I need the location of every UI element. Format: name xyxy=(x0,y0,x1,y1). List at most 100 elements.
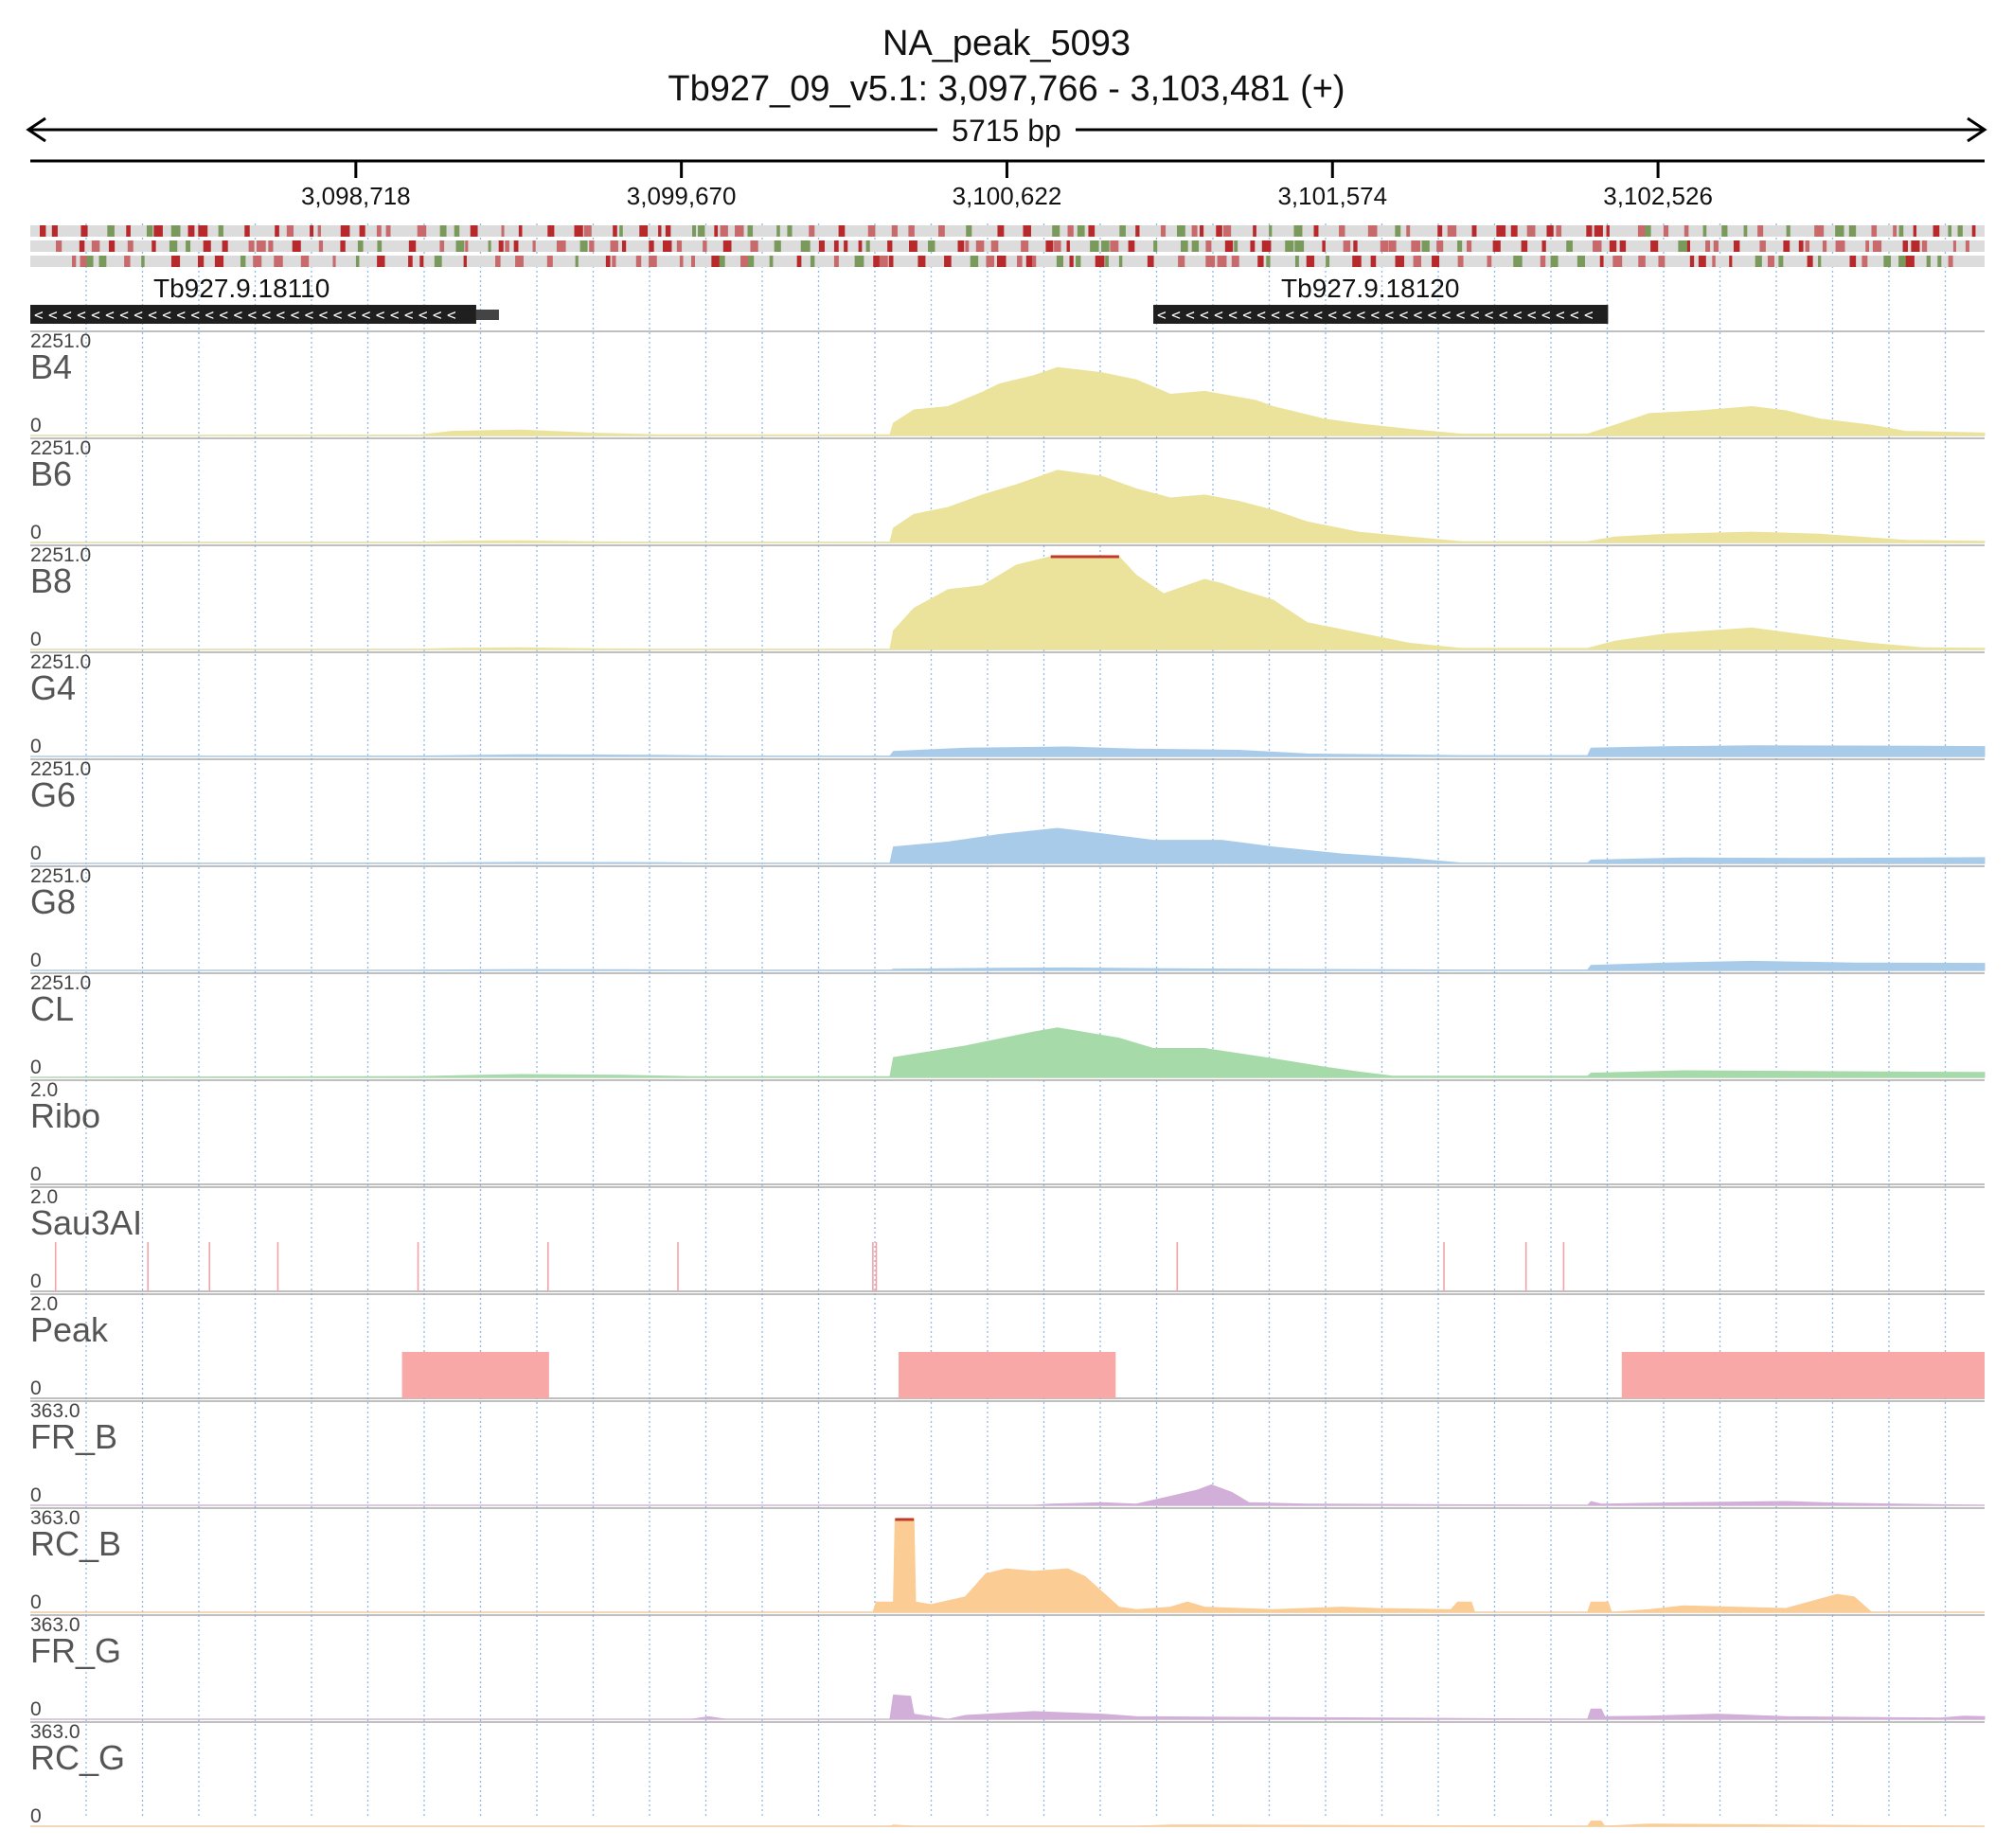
track-min-label: 0 xyxy=(30,1591,42,1613)
sequence-mark xyxy=(1805,240,1810,252)
sequence-mark xyxy=(1893,225,1897,237)
sequence-mark xyxy=(1076,256,1081,267)
sequence-mark xyxy=(1612,256,1623,267)
sequence-mark xyxy=(439,225,447,237)
sequence-mark xyxy=(1205,240,1212,252)
sequence-mark xyxy=(1948,225,1952,237)
sequence-mark xyxy=(455,240,465,252)
sequence-mark xyxy=(1487,256,1492,267)
sequence-mark xyxy=(867,225,876,237)
sequence-mark xyxy=(1733,240,1740,252)
sequence-mark xyxy=(810,256,815,267)
sequence-mark xyxy=(1352,256,1362,267)
sequence-mark xyxy=(975,240,985,252)
track-name-label: G4 xyxy=(30,668,76,707)
sequence-mark xyxy=(518,225,523,237)
peak-block xyxy=(898,1352,1116,1398)
sequence-mark xyxy=(711,256,721,267)
sequence-mark xyxy=(170,225,181,237)
sequence-mark xyxy=(127,240,134,252)
sequence-mark xyxy=(833,240,839,252)
sequence-mark xyxy=(1178,256,1185,267)
gene-body xyxy=(30,305,476,324)
track-name-label: CL xyxy=(30,989,74,1028)
sequence-mark xyxy=(501,225,505,237)
sequence-mark xyxy=(1865,240,1870,252)
sequence-mark xyxy=(579,240,588,252)
sequence-mark xyxy=(505,240,509,252)
sequence-mark xyxy=(275,225,279,237)
sequence-mark xyxy=(1566,240,1573,252)
sequence-mark xyxy=(1807,256,1813,267)
sequence-mark xyxy=(1056,256,1063,267)
sequence-mark xyxy=(1467,240,1472,252)
sequence-mark xyxy=(1128,240,1135,252)
sequence-mark xyxy=(170,256,181,267)
sequence-mark xyxy=(740,256,749,267)
sequence-mark xyxy=(649,240,654,252)
sequence-mark xyxy=(1294,240,1305,252)
sequence-mark xyxy=(108,240,116,252)
sequence-mark xyxy=(879,256,888,267)
track-fr-b: 363.0FR_B 0 xyxy=(30,1400,1986,1506)
sequence-mark xyxy=(1645,225,1651,237)
sequence-mark xyxy=(1778,256,1784,267)
sequence-mark xyxy=(72,256,77,267)
track-name-label: B6 xyxy=(30,454,72,493)
sequence-mark xyxy=(1965,240,1969,252)
sequence-mark xyxy=(253,256,262,267)
sequence-mark xyxy=(1689,256,1695,267)
sequence-mark xyxy=(1200,225,1204,237)
sequence-mark xyxy=(1883,256,1891,267)
sequence-mark xyxy=(340,240,346,252)
sequence-mark xyxy=(1045,240,1054,252)
region-label: Tb927_09_v5.1: 3,097,766 - 3,103,481 (+) xyxy=(668,69,1345,109)
sequence-mark xyxy=(151,240,156,252)
sequence-mark xyxy=(854,256,864,267)
track-max-label: 2.0 xyxy=(30,1186,58,1208)
sequence-mark xyxy=(1757,225,1764,237)
track-max-label: 2251.0 xyxy=(30,865,91,887)
sequence-mark xyxy=(665,225,671,237)
sequence-mark xyxy=(970,256,979,267)
sequence-mark xyxy=(1095,256,1105,267)
sequence-mark xyxy=(317,225,321,237)
sequence-mark xyxy=(417,225,427,237)
sequence-mark xyxy=(98,256,107,267)
track-fr-g: 363.0FR_G 0 xyxy=(30,1614,1986,1720)
track-g4: 2251.0G4 0 xyxy=(29,651,1986,757)
track-name-label: RC_G xyxy=(30,1738,125,1777)
sequence-mark xyxy=(714,225,719,237)
sequence-mark xyxy=(1848,225,1857,237)
sequence-mark xyxy=(1637,225,1647,237)
sequence-mark xyxy=(1025,256,1036,267)
sequence-mark xyxy=(1594,225,1603,237)
sequence-mark xyxy=(198,225,208,237)
signal-area xyxy=(29,556,1986,650)
sequence-mark xyxy=(1606,225,1610,237)
sequence-mark xyxy=(1921,240,1928,252)
sequence-mark xyxy=(1054,240,1061,252)
sequence-mark xyxy=(1492,240,1501,252)
sequence-mark xyxy=(1550,256,1559,267)
sequence-mark xyxy=(454,225,460,237)
gene-name-label: Tb927.9.18110 xyxy=(153,274,330,303)
sequence-mark xyxy=(1017,256,1023,267)
track-max-label: 2251.0 xyxy=(30,972,91,994)
sequence-mark xyxy=(1457,240,1463,252)
sequence-mark xyxy=(1406,225,1411,237)
sequence-mark xyxy=(1105,256,1109,267)
track-b6: 2251.0B6 0 xyxy=(29,437,1986,543)
sequence-mark xyxy=(1069,256,1074,267)
sequence-mark xyxy=(1231,256,1239,267)
signal-area xyxy=(30,1694,1986,1720)
tick-label: 3,101,574 xyxy=(1277,182,1387,210)
track-name-label: B4 xyxy=(30,347,72,386)
sequence-mark xyxy=(613,225,617,237)
track-max-label: 2.0 xyxy=(30,1079,58,1101)
sequence-mark xyxy=(908,225,915,237)
sequence-mark xyxy=(1088,225,1096,237)
scale-bar: 5715 bp xyxy=(26,112,1987,148)
track-min-label: 0 xyxy=(30,415,42,436)
sequence-mark xyxy=(909,240,917,252)
